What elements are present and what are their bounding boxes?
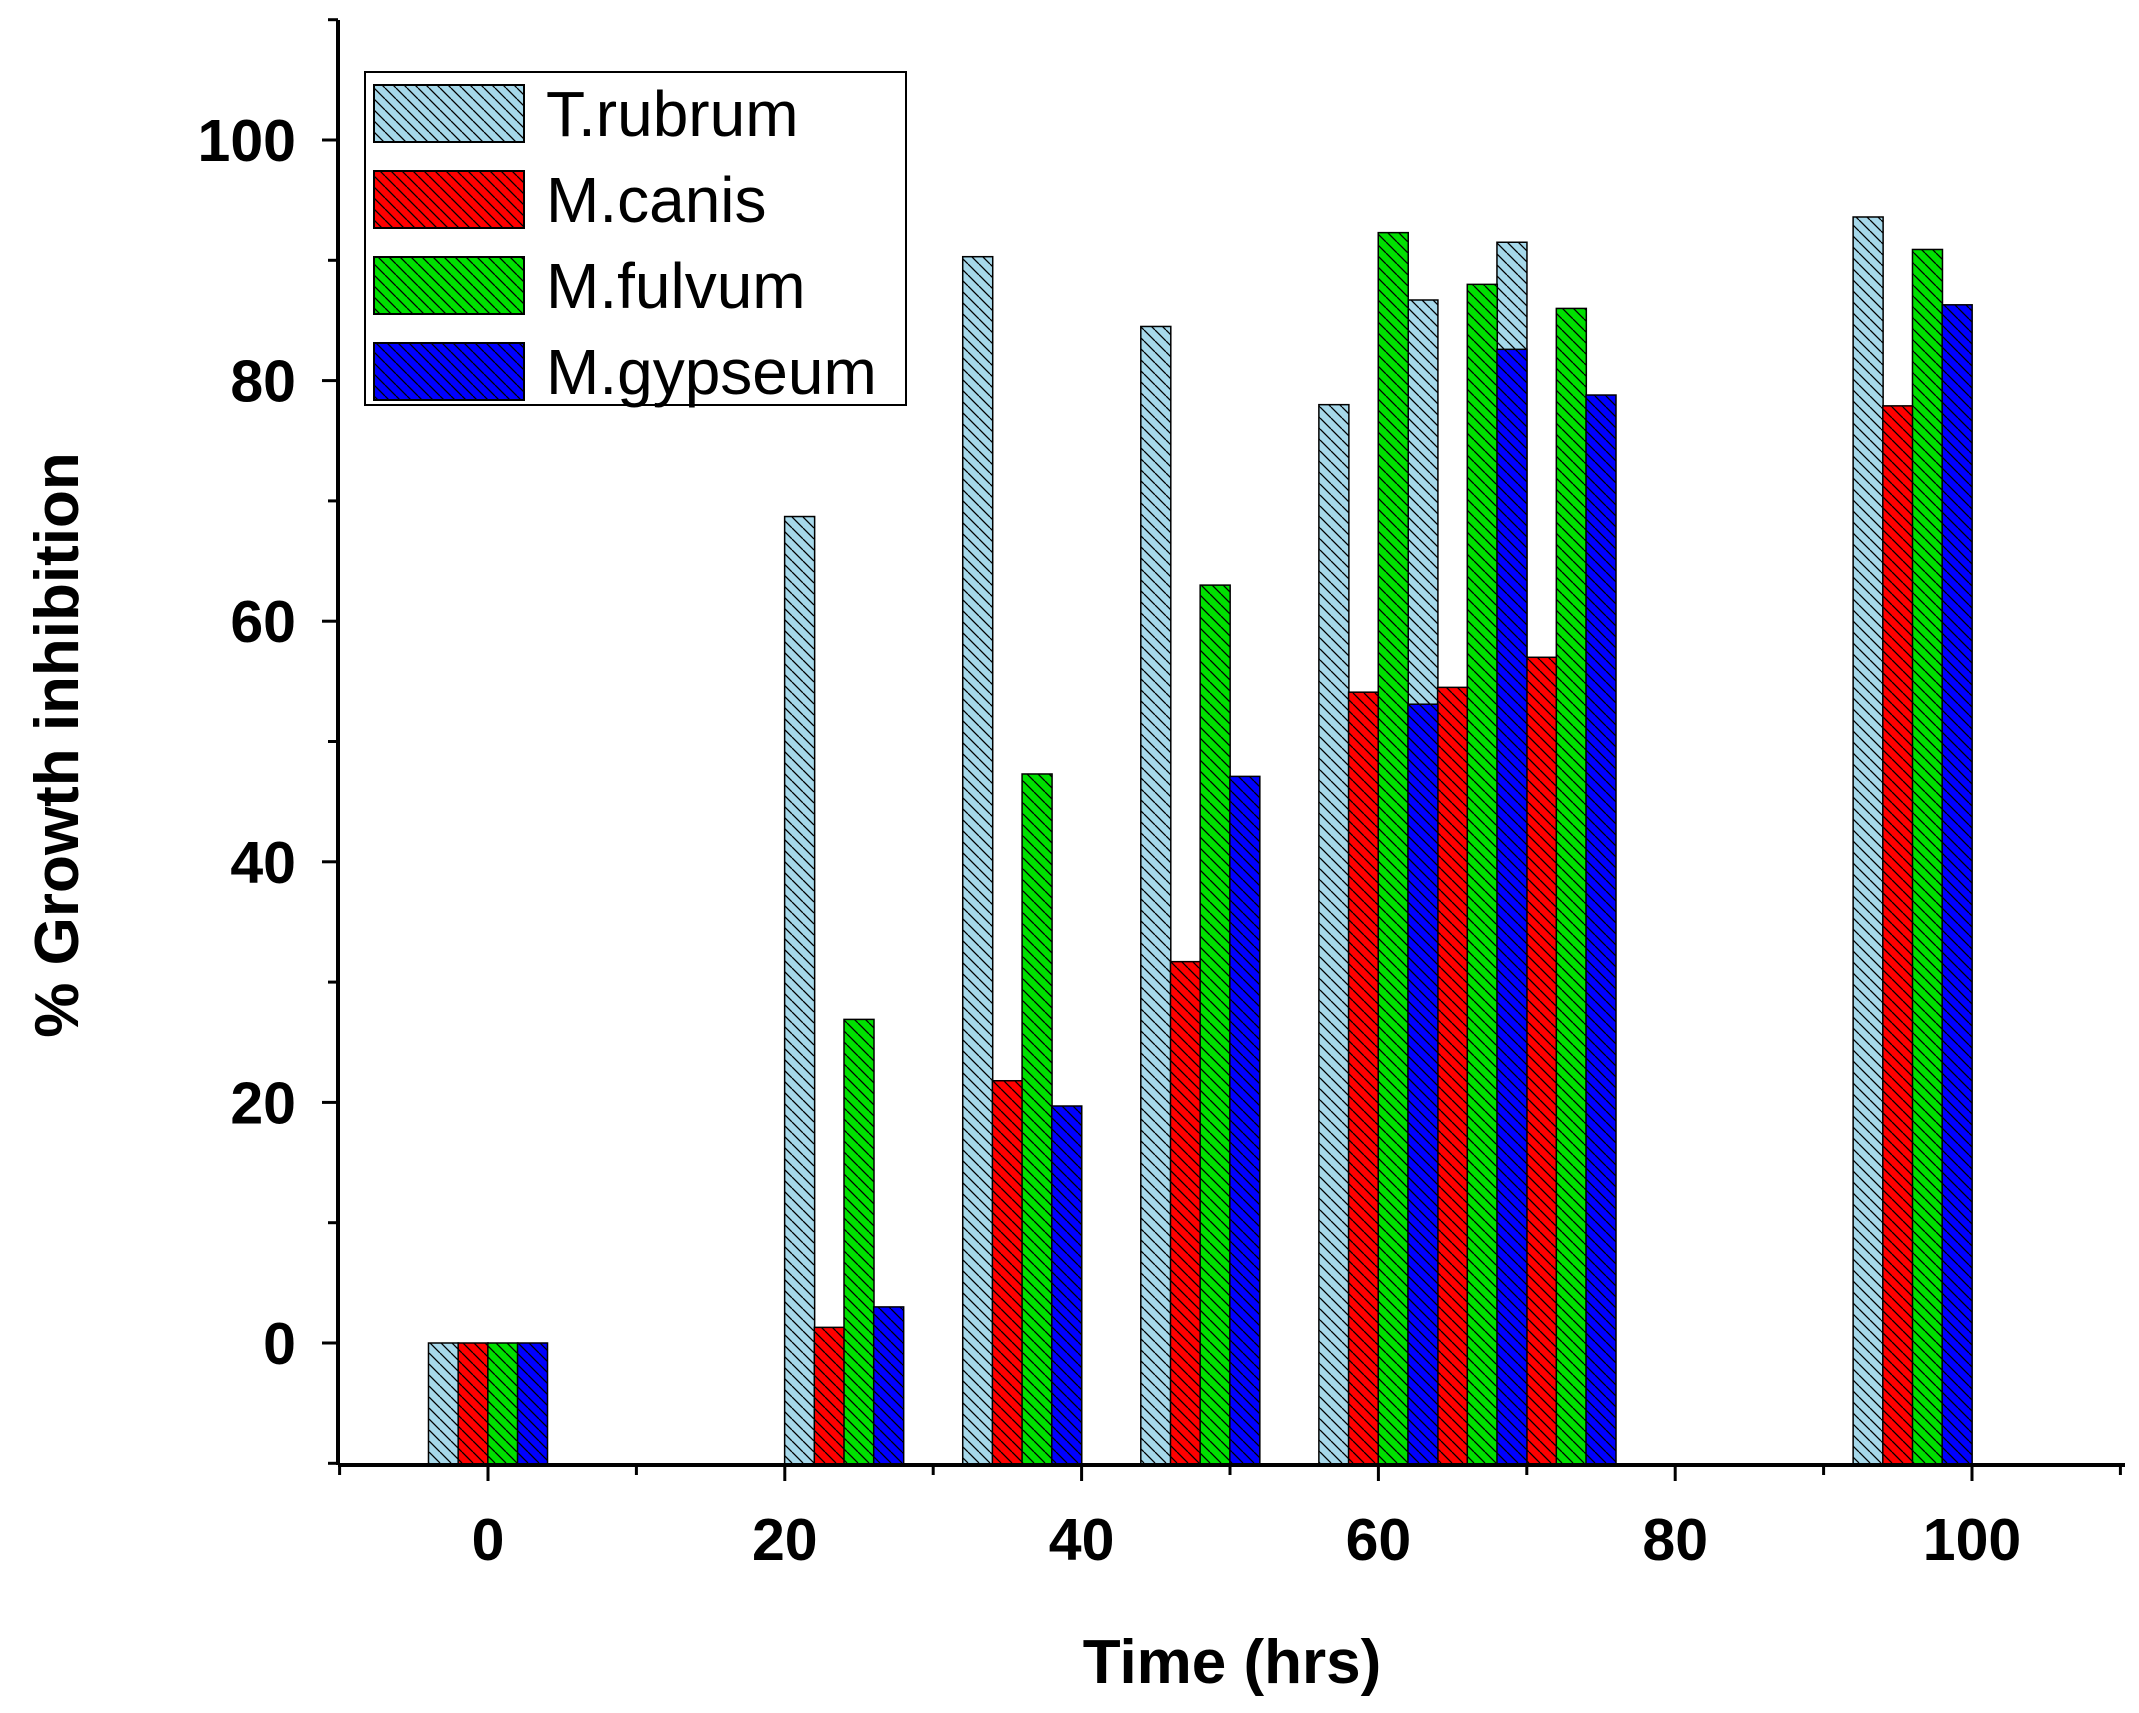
bar-m-fulvum-2 bbox=[1021, 773, 1053, 1466]
ticks-group: 0 20 40 60 80 100 0 20 40 60 80 100 bbox=[198, 18, 2122, 1573]
bar-hatch bbox=[991, 1079, 1024, 1466]
bar-hatch bbox=[843, 1018, 875, 1466]
bar-m-gypseum-5 bbox=[1496, 348, 1528, 1466]
bar-t-rubrum-0 bbox=[427, 1342, 460, 1466]
bar-m-gypseum-1 bbox=[872, 1306, 905, 1466]
bar-m-fulvum-5 bbox=[1466, 283, 1499, 1466]
bar-m-gypseum-4 bbox=[1407, 703, 1439, 1466]
bar-hatch bbox=[783, 515, 816, 1466]
bar-t-rubrum-1 bbox=[783, 515, 816, 1466]
legend-swatch bbox=[373, 84, 525, 143]
bar-m-gypseum-3 bbox=[1229, 775, 1261, 1466]
bar-hatch bbox=[1525, 656, 1558, 1466]
legend-item-t-rubrum: T.rubrum bbox=[373, 78, 799, 150]
legend-label: M.canis bbox=[546, 164, 767, 236]
bar-t-rubrum-7 bbox=[1852, 216, 1884, 1466]
bar-hatch bbox=[813, 1326, 846, 1466]
x-axis-title: Time (hrs) bbox=[1083, 1628, 1382, 1697]
bar-hatch bbox=[1555, 307, 1588, 1466]
y-tick-label: 0 bbox=[263, 1311, 296, 1377]
bar-hatch bbox=[1051, 1105, 1083, 1466]
bar-hatch bbox=[457, 1342, 489, 1466]
bar-m-fulvum-3 bbox=[1199, 584, 1231, 1466]
bar-m-gypseum-0 bbox=[516, 1342, 549, 1466]
bar-m-canis-2 bbox=[991, 1079, 1024, 1466]
bar-hatch bbox=[1852, 216, 1884, 1466]
bar-hatch bbox=[1496, 348, 1528, 1466]
bar-hatch bbox=[487, 1342, 519, 1466]
bar-m-fulvum-4 bbox=[1377, 231, 1409, 1466]
bar-m-canis-1 bbox=[813, 1326, 846, 1466]
x-tick-label: 20 bbox=[752, 1507, 818, 1573]
bar-m-canis-7 bbox=[1882, 405, 1914, 1466]
bar-hatch bbox=[1466, 283, 1499, 1466]
bar-m-fulvum-6 bbox=[1555, 307, 1588, 1466]
legend-label: T.rubrum bbox=[546, 78, 799, 150]
legend-item-m-canis: M.canis bbox=[373, 164, 767, 236]
y-tick-label: 100 bbox=[198, 108, 296, 174]
bar-hatch bbox=[1882, 405, 1914, 1466]
bar-m-fulvum-0 bbox=[487, 1342, 519, 1466]
bar-hatch bbox=[1169, 960, 1202, 1466]
bar-m-gypseum-6 bbox=[1585, 394, 1617, 1466]
bar-hatch bbox=[1199, 584, 1231, 1466]
bar-hatch bbox=[1140, 325, 1172, 1466]
bar-hatch bbox=[1229, 775, 1261, 1466]
bar-m-canis-3 bbox=[1169, 960, 1202, 1466]
bar-m-gypseum-2 bbox=[1051, 1105, 1083, 1466]
legend-swatch bbox=[373, 170, 525, 229]
bar-m-canis-0 bbox=[457, 1342, 489, 1466]
x-tick-label: 60 bbox=[1346, 1507, 1412, 1573]
bar-hatch bbox=[872, 1306, 905, 1466]
bar-hatch bbox=[516, 1342, 549, 1466]
bar-hatch bbox=[961, 255, 994, 1466]
bar-m-gypseum-7 bbox=[1941, 304, 1973, 1466]
bar-m-canis-6 bbox=[1525, 656, 1558, 1466]
legend-item-m-gypseum: M.gypseum bbox=[373, 336, 877, 408]
legend-label: M.gypseum bbox=[546, 336, 877, 408]
x-tick-label: 80 bbox=[1642, 1507, 1708, 1573]
y-tick-label: 80 bbox=[230, 349, 296, 415]
bar-hatch bbox=[1021, 773, 1053, 1466]
y-tick-label: 60 bbox=[230, 589, 296, 655]
legend-swatch bbox=[373, 342, 525, 401]
bar-hatch bbox=[1911, 248, 1944, 1466]
bar-hatch bbox=[1318, 403, 1350, 1466]
bar-t-rubrum-4 bbox=[1318, 403, 1350, 1466]
legend: T.rubrum M.canis M.fulvum M.gypseum bbox=[364, 71, 907, 408]
y-tick-label: 40 bbox=[230, 830, 296, 896]
bar-hatch bbox=[1377, 231, 1409, 1466]
bar-hatch bbox=[427, 1342, 460, 1466]
bar-hatch bbox=[1436, 686, 1469, 1466]
x-tick-label: 100 bbox=[1923, 1507, 2021, 1573]
bar-m-fulvum-7 bbox=[1911, 248, 1944, 1466]
x-tick-label: 40 bbox=[1049, 1507, 1115, 1573]
x-tick-label: 0 bbox=[472, 1507, 505, 1573]
y-axis-title: % Growth inhibition bbox=[23, 452, 92, 1037]
bar-hatch bbox=[1347, 691, 1380, 1466]
bar-m-canis-5 bbox=[1436, 686, 1469, 1466]
bar-hatch bbox=[1585, 394, 1617, 1466]
legend-swatch bbox=[373, 256, 525, 315]
bar-m-canis-4 bbox=[1347, 691, 1380, 1466]
bar-t-rubrum-3 bbox=[1140, 325, 1172, 1466]
legend-item-m-fulvum: M.fulvum bbox=[373, 250, 806, 322]
legend-label: M.fulvum bbox=[546, 250, 806, 322]
bar-m-fulvum-1 bbox=[843, 1018, 875, 1466]
bar-t-rubrum-2 bbox=[961, 255, 994, 1466]
bar-hatch bbox=[1407, 703, 1439, 1466]
y-tick-label: 20 bbox=[230, 1070, 296, 1136]
bar-hatch bbox=[1941, 304, 1973, 1466]
bars-group bbox=[427, 216, 1973, 1466]
